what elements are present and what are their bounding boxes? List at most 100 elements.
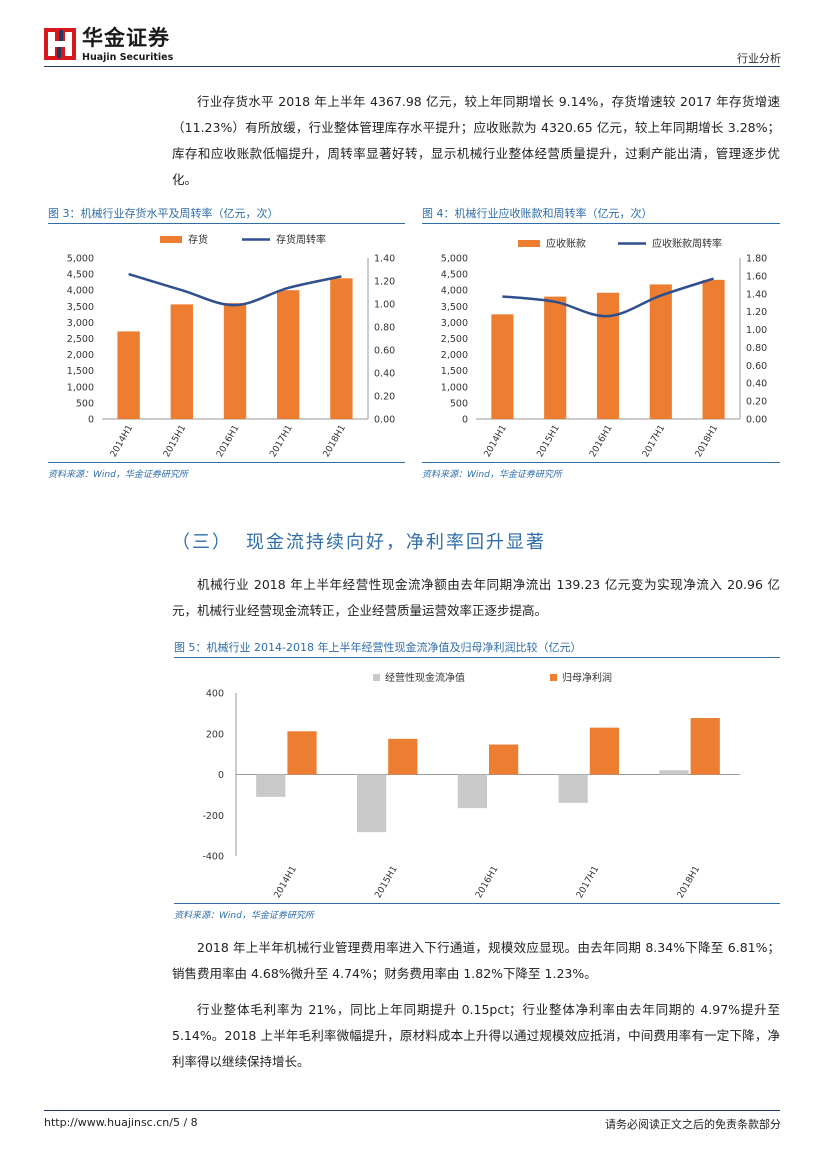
fig5-title-rule — [174, 657, 780, 658]
fig3-title: 图 3：机械行业存货水平及周转率（亿元，次） — [48, 207, 279, 220]
left-axis-tick-label: 1,000 — [441, 382, 468, 393]
x-axis-tick-label: 2015H1 — [373, 865, 399, 901]
footer-disclaimer: 请务必阅读正文之后的免责条款部分 — [605, 1118, 781, 1131]
footer-divider — [44, 1110, 780, 1111]
left-axis-tick-label: 2,000 — [67, 350, 94, 361]
section-heading: （三） 现金流持续向好，净利率回升显著 — [172, 528, 546, 554]
right-axis-tick-label: 0.60 — [374, 346, 395, 357]
footer-url[interactable]: http://www.huajinsc.cn/ — [44, 1116, 173, 1129]
y-axis-tick-label: -200 — [202, 811, 224, 822]
right-axis-tick-label: 1.00 — [746, 325, 767, 336]
right-axis-tick-label: 0.20 — [746, 397, 767, 408]
fig5-source: 资料来源：Wind，华金证券研究所 — [174, 911, 314, 921]
intro-text: 行业存货水平 2018 年上半年 4367.98 亿元，较上年同期增长 9.14… — [172, 94, 780, 187]
right-axis-tick-label: 1.60 — [746, 271, 767, 282]
fig4-chart: 应收账款 应收账款周转率 0 500 1,000 1,500 2,000 2,500 3,000… — [441, 237, 767, 460]
bar-2017H1 — [277, 290, 300, 419]
x-axis-tick-label: 2014H1 — [273, 865, 299, 901]
bar-2014H1 — [117, 331, 140, 419]
legend-label-归母净利润: 归母净利润 — [562, 671, 612, 684]
bar-2017H1 — [649, 284, 672, 419]
left-axis-tick-label: 4,500 — [67, 270, 94, 281]
x-axis-tick-label: 2014H1 — [109, 424, 135, 460]
bar-2016H1 — [596, 292, 620, 419]
header-category: 行业分析 — [737, 52, 781, 65]
line-series-存货周转率 — [128, 272, 342, 307]
y-axis-tick-label: 200 — [206, 729, 224, 740]
bar-netprofit-2018H1 — [690, 718, 720, 775]
bar-netprofit-2014H1 — [287, 731, 317, 775]
fig5-chart: 经营性现金流净值 归母净利润 -400 -200 0 200 400 2014H1 2015H1… — [202, 671, 740, 901]
fig3-source: 资料来源：Wind，华金证券研究所 — [48, 470, 188, 480]
fig4-source-rule — [422, 462, 780, 463]
x-axis-tick-label: 2015H1 — [162, 424, 188, 460]
left-axis-tick-label: 2,500 — [67, 334, 94, 345]
left-axis-tick-label: 2,500 — [441, 334, 468, 345]
x-axis-tick-label: 2014H1 — [483, 424, 509, 460]
legend-label-应收账款: 应收账款 — [546, 237, 586, 250]
legend-label-存货周转率: 存货周转率 — [276, 233, 326, 246]
footer-page: 5 / 8 — [172, 1116, 198, 1129]
bar-cashflow-2015H1 — [356, 774, 387, 833]
right-axis-tick-label: 0.60 — [746, 361, 767, 372]
y-axis-tick-label: 0 — [218, 770, 224, 781]
x-axis-tick-label: 2015H1 — [535, 424, 561, 460]
right-axis-tick-label: 0.80 — [374, 323, 395, 334]
left-axis-tick-label: 1,500 — [441, 366, 468, 377]
bar-cashflow-2018H1 — [659, 770, 689, 775]
left-axis-tick-label: 5,000 — [441, 254, 468, 265]
fig3-title-rule — [48, 223, 405, 224]
fig4-title: 图 4：机械行业应收账款和周转率（亿元，次） — [422, 207, 653, 220]
right-axis-tick-label: 0.40 — [746, 379, 767, 390]
left-axis-tick-label: 4,500 — [441, 270, 468, 281]
x-axis-tick-label: 2018H1 — [676, 865, 702, 901]
bar-cashflow-2014H1 — [256, 774, 286, 797]
bar-2015H1 — [544, 296, 567, 419]
left-axis-tick-label: 4,000 — [67, 286, 94, 297]
legend-swatch-存货 — [160, 236, 182, 243]
x-axis-tick-label: 2018H1 — [322, 424, 348, 460]
left-axis-tick-label: 3,500 — [441, 302, 468, 313]
left-axis-tick-label: 3,000 — [441, 318, 468, 329]
legend-label-存货: 存货 — [188, 233, 208, 246]
x-axis-tick-label: 2018H1 — [694, 424, 720, 460]
legend-swatch-归母净利润 — [550, 674, 557, 681]
section-title: 现金流持续向好，净利率回升显著 — [246, 532, 546, 553]
bar-2015H1 — [170, 304, 193, 419]
fig5-title: 图 5：机械行业 2014-2018 年上半年经营性现金流净值及归母净利润比较（… — [174, 641, 582, 654]
bar-2018H1 — [702, 279, 725, 419]
right-axis-tick-label: 0.00 — [746, 415, 767, 426]
footer-left: http://www.huajinsc.cn/5 / 8 — [44, 1116, 198, 1129]
legend-label-应收账款周转率: 应收账款周转率 — [652, 237, 722, 250]
right-axis-tick-label: 0.40 — [374, 369, 395, 380]
left-axis-tick-label: 1,500 — [67, 366, 94, 377]
right-axis-tick-label: 0.20 — [374, 392, 395, 403]
right-axis-tick-label: 0.00 — [374, 415, 395, 426]
logo-text: 华金证券 — [82, 26, 170, 50]
bar-cashflow-2017H1 — [558, 774, 588, 803]
left-axis-tick-label: 0 — [88, 415, 94, 426]
x-axis-tick-label: 2017H1 — [268, 424, 294, 460]
expense-text: 2018 年上半年机械行业管理费用率进入下行通道，规模效应显现。由去年同期 8.… — [172, 940, 780, 981]
expense-paragraph: 2018 年上半年机械行业管理费用率进入下行通道，规模效应显现。由去年同期 8.… — [172, 935, 780, 987]
intro-paragraph: 行业存货水平 2018 年上半年 4367.98 亿元，较上年同期增长 9.14… — [172, 89, 780, 193]
fig3-source-rule — [48, 462, 405, 463]
cashflow-paragraph: 机械行业 2018 年上半年经营性现金流净额由去年同期净流出 139.23 亿元… — [172, 572, 780, 624]
section-number: （三） — [172, 532, 232, 553]
bar-2016H1 — [223, 303, 247, 419]
x-axis-tick-label: 2017H1 — [641, 424, 667, 460]
bar-netprofit-2017H1 — [589, 727, 620, 775]
right-axis-tick-label: 1.80 — [746, 254, 767, 265]
fig5-source-rule — [174, 903, 780, 904]
legend-swatch-经营性现金流净值 — [373, 674, 380, 681]
line-series-应收账款周转率 — [502, 277, 714, 318]
bar-cashflow-2016H1 — [457, 774, 487, 809]
fig4-title-rule — [422, 223, 780, 224]
fig4-source: 资料来源：Wind，华金证券研究所 — [422, 470, 562, 480]
y-axis-tick-label: 400 — [206, 689, 224, 700]
x-axis-tick-label: 2016H1 — [474, 865, 500, 901]
x-axis-tick-label: 2016H1 — [215, 424, 241, 460]
cashflow-text: 机械行业 2018 年上半年经营性现金流净额由去年同期净流出 139.23 亿元… — [172, 577, 780, 618]
left-axis-tick-label: 0 — [462, 415, 468, 426]
left-axis-tick-label: 3,500 — [67, 302, 94, 313]
